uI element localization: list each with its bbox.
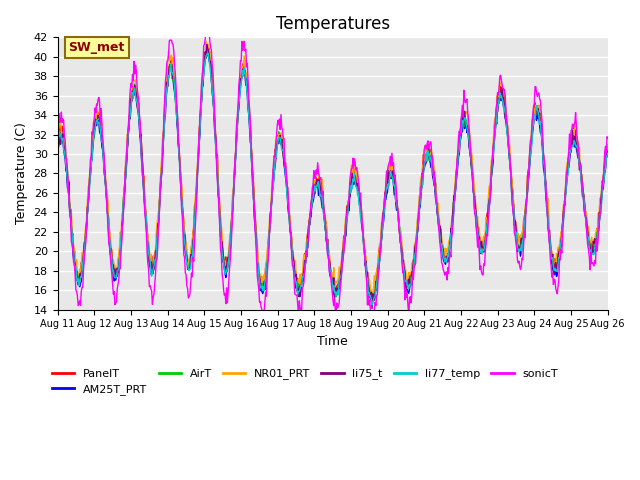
Title: Temperatures: Temperatures xyxy=(276,15,390,33)
Y-axis label: Temperature (C): Temperature (C) xyxy=(15,122,28,224)
Text: SW_met: SW_met xyxy=(68,41,125,54)
Legend: PanelT, AM25T_PRT, AirT, NR01_PRT, li75_t, li77_temp, sonicT: PanelT, AM25T_PRT, AirT, NR01_PRT, li75_… xyxy=(47,364,563,399)
X-axis label: Time: Time xyxy=(317,335,348,348)
